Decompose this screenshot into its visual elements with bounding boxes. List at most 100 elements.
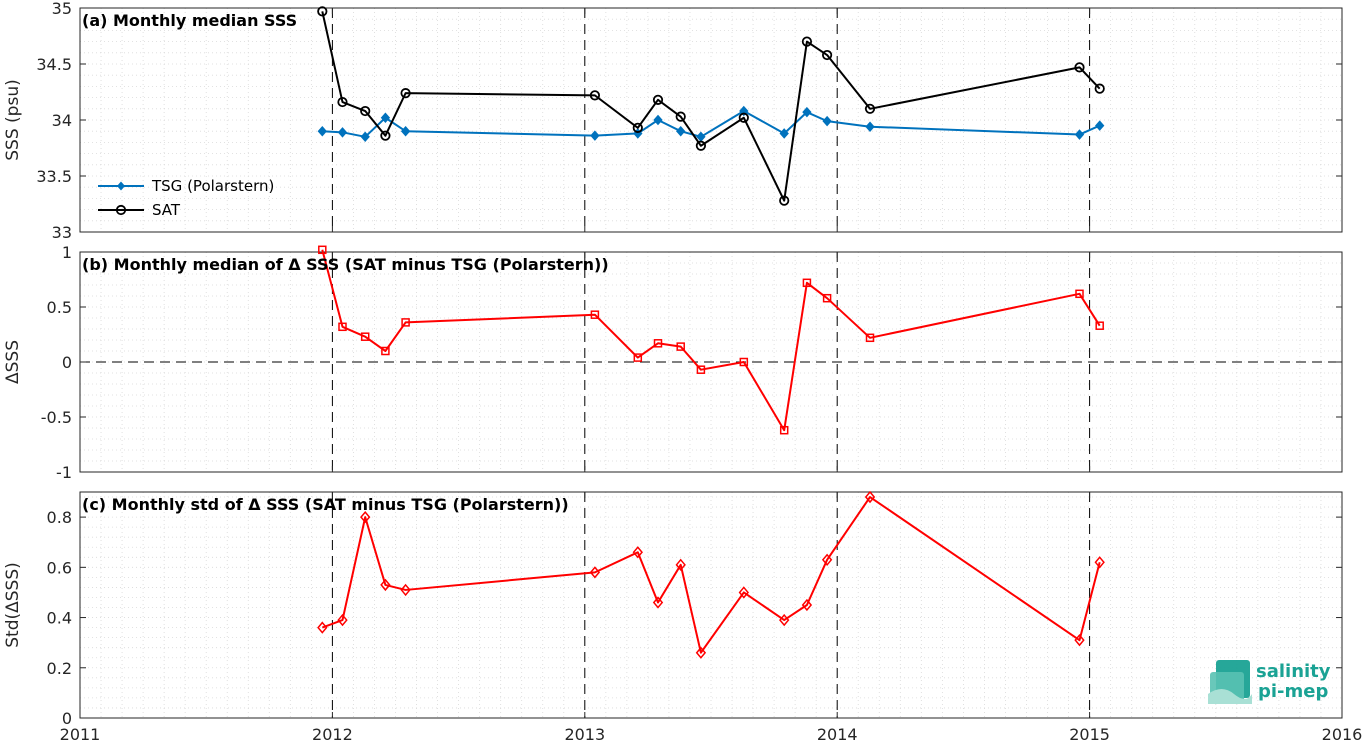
data-point — [590, 130, 600, 141]
data-point — [360, 131, 370, 143]
data-point — [317, 6, 328, 17]
data-point — [652, 94, 664, 105]
x-tick-label: 2013 — [564, 725, 605, 744]
data-point — [380, 578, 391, 592]
data-point — [739, 357, 749, 367]
data-point — [337, 613, 348, 627]
data-point — [821, 553, 833, 566]
logo-mark-icon — [1208, 660, 1252, 704]
data-point — [779, 128, 789, 139]
series-line — [321, 11, 1101, 202]
data-point — [589, 90, 600, 101]
panel-title: (a) Monthly median SSS — [82, 11, 297, 30]
data-point — [802, 106, 812, 118]
data-point — [738, 112, 749, 123]
y-tick-label: -0.5 — [41, 408, 72, 427]
data-point — [653, 114, 663, 126]
data-point — [400, 583, 411, 597]
y-tick-label: 33.5 — [36, 167, 72, 186]
series-line — [321, 249, 1101, 432]
data-point — [865, 121, 875, 132]
panel-a-monthly-median-sss: 33 33.5 34 34.5 35 SSS (psu) (a) Monthly media… — [3, 0, 1343, 242]
y-tick-label: -1 — [56, 463, 72, 482]
y-tick-label: 35 — [52, 0, 72, 18]
data-point — [675, 558, 686, 571]
legend-label: TSG (Polarstern) — [151, 177, 274, 195]
data-point — [652, 596, 664, 609]
data-point — [864, 103, 876, 114]
data-point — [801, 36, 813, 47]
panel-title: (b) Monthly median of Δ SSS (SAT minus T… — [82, 255, 609, 274]
data-point — [801, 598, 813, 612]
data-point — [400, 125, 411, 137]
data-point — [779, 425, 789, 435]
data-point — [865, 333, 875, 343]
data-point — [400, 88, 411, 99]
data-point — [779, 613, 790, 627]
data-point — [675, 111, 686, 122]
x-tick-label: 2012 — [312, 725, 353, 744]
panel-title: (c) Monthly std of Δ SSS (SAT minus TSG … — [82, 495, 569, 514]
data-point — [590, 310, 600, 319]
data-point — [360, 510, 371, 524]
data-point — [337, 127, 348, 138]
data-point — [589, 566, 601, 579]
data-point — [695, 140, 707, 151]
data-point — [738, 586, 749, 599]
y-tick-label: 0.8 — [47, 508, 72, 527]
data-point — [1075, 289, 1084, 299]
logo-line2: pi-mep — [1258, 681, 1328, 702]
data-point — [822, 115, 832, 127]
axes-frame — [79, 491, 1343, 719]
x-tick-label: 2011 — [60, 725, 101, 744]
data-point — [1095, 120, 1105, 131]
data-point — [1094, 83, 1105, 94]
x-tick-label: 2014 — [817, 725, 858, 744]
legend-marker — [115, 204, 127, 216]
data-point — [802, 278, 812, 288]
logo-line1: salinity — [1256, 661, 1331, 682]
data-point — [381, 346, 390, 356]
y-tick-label: 33 — [52, 223, 72, 242]
data-point — [779, 195, 790, 206]
x-tick-label: 2016 — [1322, 725, 1363, 744]
y-tick-label: 0.6 — [47, 558, 72, 577]
data-point — [1094, 556, 1105, 569]
panel-b-delta-sss: -1 -0.5 0 0.5 1 ΔSSS (b) Monthly median of Δ S… — [3, 243, 1343, 482]
series-line — [321, 496, 1101, 654]
legend-label: SAT — [152, 201, 181, 219]
y-tick-label: 0 — [62, 709, 72, 728]
panel-c-std-delta-sss: 0 0.2 0.4 0.6 0.8 2011 2012 2013 2014 2015 2016 Std… — [3, 490, 1363, 744]
y-axis-label: Std(ΔSSS) — [3, 562, 23, 648]
data-point — [632, 122, 643, 133]
data-point — [676, 125, 686, 137]
data-point — [380, 112, 391, 124]
data-point — [317, 621, 328, 634]
y-tick-label: 0.4 — [47, 609, 72, 628]
y-tick-label: 0.2 — [47, 659, 72, 678]
data-point — [695, 646, 707, 659]
data-point — [360, 332, 370, 341]
y-tick-label: 34.5 — [36, 55, 72, 74]
data-point — [318, 245, 327, 255]
data-point — [1074, 62, 1085, 73]
data-point — [822, 49, 833, 61]
data-point — [1074, 633, 1085, 647]
data-point — [633, 353, 643, 362]
data-point — [360, 105, 371, 117]
data-point — [822, 293, 832, 303]
y-tick-label: 0.5 — [47, 298, 72, 317]
data-point — [317, 125, 327, 137]
legend-marker — [117, 181, 125, 191]
data-point — [632, 546, 643, 559]
data-point — [338, 322, 347, 332]
data-point — [1095, 321, 1104, 330]
data-point — [380, 130, 391, 141]
data-point — [401, 318, 410, 327]
data-point — [337, 96, 348, 108]
y-tick-label: 0 — [62, 353, 72, 372]
data-point — [653, 339, 663, 348]
data-point — [1074, 129, 1085, 140]
y-axis-label: ΔSSS — [3, 340, 23, 384]
